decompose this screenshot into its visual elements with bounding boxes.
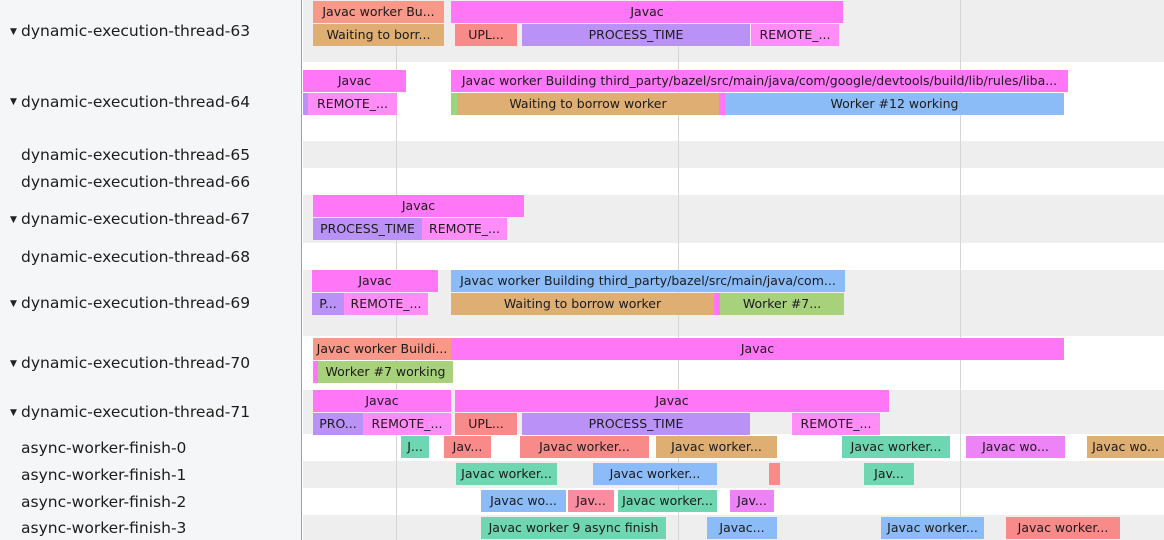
trace-slice[interactable]: Javac worker Buildi... — [313, 338, 451, 360]
trace-slice[interactable]: Waiting to borr... — [313, 24, 444, 46]
chevron-down-icon[interactable]: ▼ — [10, 407, 17, 418]
track-label-dynamic-execution-thread-71[interactable]: ▼ dynamic-execution-thread-71 — [0, 390, 302, 434]
trace-slice[interactable]: REMOTE_... — [344, 293, 428, 315]
trace-slice[interactable]: Javac worker Building third_party/bazel/… — [451, 270, 845, 292]
track-label-text: async-worker-finish-2 — [21, 492, 187, 511]
track-label-dynamic-execution-thread-70[interactable]: ▼ dynamic-execution-thread-70 — [0, 336, 302, 390]
track-label-dynamic-execution-thread-63[interactable]: ▼ dynamic-execution-thread-63 — [0, 0, 302, 62]
track-label-text: dynamic-execution-thread-68 — [21, 247, 251, 266]
trace-slice[interactable]: Javac — [312, 270, 438, 292]
trace-slice[interactable]: Jav... — [864, 463, 914, 485]
trace-slice[interactable]: Javac worker... — [1006, 517, 1120, 539]
trace-slice[interactable]: Javac worker... — [520, 436, 649, 458]
trace-slice[interactable]: Worker #7... — [720, 293, 844, 315]
trace-slice[interactable]: Javac... — [707, 517, 777, 539]
trace-slice[interactable]: Javac worker... — [842, 436, 950, 458]
trace-slice[interactable]: Javac — [313, 195, 524, 217]
trace-slice[interactable]: Javac — [455, 390, 889, 412]
track-row-background — [303, 168, 1164, 195]
track-label-async-worker-finish-1[interactable]: ▼async-worker-finish-1 — [0, 461, 302, 488]
track-row-background — [303, 243, 1164, 270]
trace-slice[interactable]: Worker #7 working — [318, 361, 453, 383]
track-label-text: dynamic-execution-thread-71 — [21, 403, 251, 421]
timeline-tracks-area[interactable]: Javac worker Bu... Waiting to borr... Java… — [303, 0, 1164, 540]
trace-slice[interactable]: UPL... — [455, 24, 517, 46]
track-label-async-worker-finish-0[interactable]: ▼async-worker-finish-0 — [0, 434, 302, 461]
trace-slice[interactable]: Javac wo... — [1087, 436, 1164, 458]
trace-slice[interactable]: Javac worker... — [618, 490, 717, 512]
chevron-down-icon[interactable]: ▼ — [10, 97, 17, 107]
trace-slice[interactable]: Javac worker Bu... — [313, 1, 444, 23]
trace-slice[interactable]: PROCESS_TIME — [522, 24, 750, 46]
trace-slice[interactable]: Javac worker 9 async finish — [481, 517, 666, 539]
trace-slice[interactable]: REMOTE_... — [422, 218, 507, 240]
trace-slice[interactable]: REMOTE_... — [751, 24, 839, 46]
chevron-down-icon[interactable]: ▼ — [10, 214, 17, 225]
chevron-down-icon[interactable]: ▼ — [10, 358, 17, 369]
track-label-text: dynamic-execution-thread-69 — [21, 294, 251, 312]
trace-slice[interactable] — [451, 93, 457, 115]
track-row-background — [303, 141, 1164, 168]
trace-slice[interactable]: Javac wo... — [966, 436, 1065, 458]
track-label-text: dynamic-execution-thread-67 — [21, 210, 251, 228]
track-label-dynamic-execution-thread-66[interactable]: ▼dynamic-execution-thread-66 — [0, 168, 302, 195]
track-row-background — [303, 461, 1164, 488]
track-label-text: async-worker-finish-3 — [21, 518, 187, 537]
track-label-dynamic-execution-thread-68[interactable]: ▼dynamic-execution-thread-68 — [0, 243, 302, 270]
trace-slice[interactable] — [719, 93, 725, 115]
track-label-dynamic-execution-thread-64[interactable]: ▼ dynamic-execution-thread-64 — [0, 62, 302, 141]
track-label-text: dynamic-execution-thread-63 — [21, 22, 251, 40]
trace-slice[interactable] — [313, 361, 319, 383]
trace-slice[interactable]: Waiting to borrow worker — [457, 93, 719, 115]
trace-slice[interactable] — [714, 293, 720, 315]
track-label-text: async-worker-finish-0 — [21, 438, 187, 457]
trace-slice[interactable]: UPL... — [455, 413, 517, 435]
track-label-dynamic-execution-thread-65[interactable]: ▼dynamic-execution-thread-65 — [0, 141, 302, 168]
trace-slice[interactable]: Javac worker... — [881, 517, 984, 539]
trace-slice[interactable]: Javac worker... — [456, 463, 557, 485]
trace-slice[interactable]: Waiting to borrow worker — [451, 293, 714, 315]
trace-slice[interactable]: Javac worker Building third_party/bazel/… — [451, 70, 1068, 92]
trace-slice[interactable]: Javac worker... — [656, 436, 777, 458]
timeline-gridline-2 — [960, 0, 961, 540]
chevron-down-icon[interactable]: ▼ — [10, 26, 17, 37]
track-label-dynamic-execution-thread-69[interactable]: ▼ dynamic-execution-thread-69 — [0, 270, 302, 336]
chevron-down-icon[interactable]: ▼ — [10, 298, 17, 309]
track-label-text: dynamic-execution-thread-70 — [21, 354, 251, 372]
trace-slice[interactable]: Javac — [451, 338, 1064, 360]
track-label-text: dynamic-execution-thread-66 — [21, 172, 251, 191]
trace-slice[interactable]: Jav... — [730, 490, 774, 512]
trace-slice[interactable]: Javac — [313, 390, 451, 412]
trace-slice[interactable]: Javac worker... — [593, 463, 717, 485]
track-label-text: async-worker-finish-1 — [21, 465, 187, 484]
track-label-async-worker-finish-2[interactable]: ▼async-worker-finish-2 — [0, 488, 302, 515]
trace-slice[interactable]: REMOTE_... — [308, 93, 397, 115]
trace-slice[interactable]: PRO... — [313, 413, 363, 435]
trace-slice[interactable]: REMOTE_... — [363, 413, 451, 435]
trace-slice[interactable] — [769, 463, 780, 485]
trace-slice[interactable]: Jav... — [444, 436, 491, 458]
trace-slice[interactable]: Worker #12 working — [725, 93, 1064, 115]
trace-slice[interactable]: P... — [312, 293, 344, 315]
track-label-async-worker-finish-3[interactable]: ▼async-worker-finish-3 — [0, 515, 302, 540]
track-label-gutter: ▼ dynamic-execution-thread-63 ▼ dynamic-exe… — [0, 0, 302, 540]
track-label-text: dynamic-execution-thread-64 — [21, 92, 251, 111]
track-label-dynamic-execution-thread-67[interactable]: ▼ dynamic-execution-thread-67 — [0, 195, 302, 243]
trace-slice[interactable]: Javac — [303, 70, 406, 92]
trace-slice[interactable]: PROCESS_TIME — [522, 413, 750, 435]
trace-slice[interactable]: REMOTE_... — [792, 413, 880, 435]
trace-slice[interactable] — [303, 93, 309, 115]
trace-slice[interactable]: J... — [401, 436, 429, 458]
trace-slice[interactable]: Jav... — [568, 490, 614, 512]
trace-slice[interactable]: PROCESS_TIME — [313, 218, 422, 240]
trace-slice[interactable]: Javac wo... — [481, 490, 566, 512]
track-label-text: dynamic-execution-thread-65 — [21, 145, 251, 164]
trace-slice[interactable]: Javac — [451, 1, 843, 23]
